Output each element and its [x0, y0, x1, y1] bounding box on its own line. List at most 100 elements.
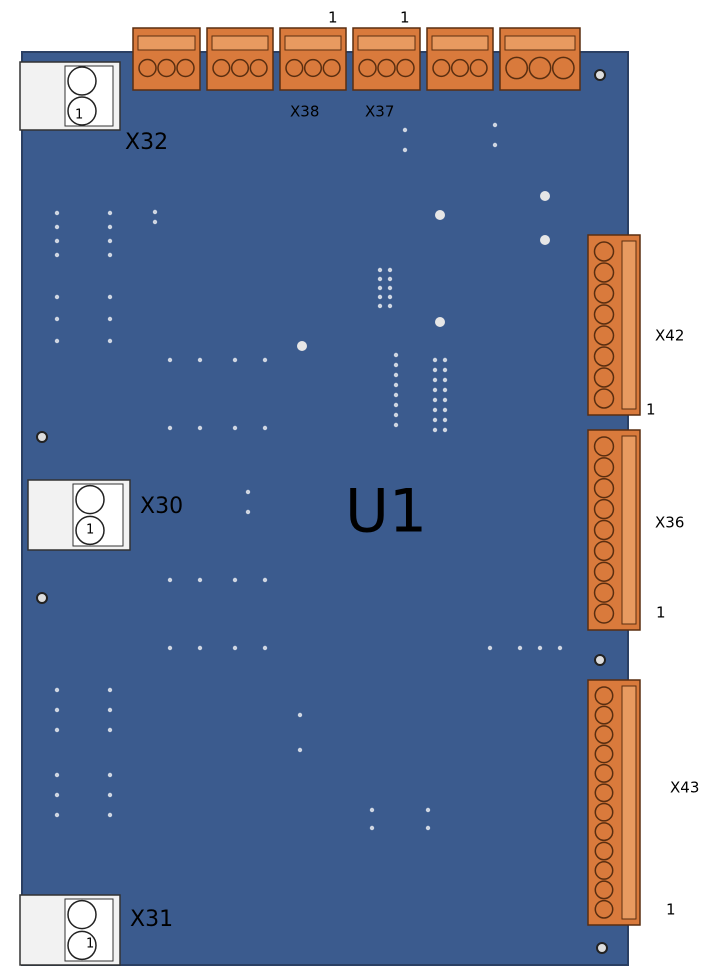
power-screw	[67, 96, 97, 126]
via	[107, 338, 113, 344]
via	[107, 687, 113, 693]
connector-label: X37	[365, 103, 394, 121]
via	[54, 707, 60, 713]
connector-label: X30	[140, 494, 183, 519]
terminal-screw	[594, 802, 614, 822]
terminal-screw	[432, 58, 451, 78]
pin1-label: 1	[646, 401, 656, 419]
via	[152, 219, 158, 225]
via	[107, 316, 113, 322]
via	[377, 294, 383, 300]
via	[54, 812, 60, 818]
via	[54, 210, 60, 216]
via	[387, 303, 393, 309]
terminal-screw	[593, 304, 615, 325]
via	[107, 252, 113, 258]
pad	[297, 341, 307, 351]
terminal-screw	[593, 540, 615, 562]
via	[442, 387, 448, 393]
pad	[435, 317, 445, 327]
via	[402, 127, 408, 133]
via	[393, 392, 399, 398]
terminal-screw	[594, 822, 614, 842]
via	[393, 362, 399, 368]
via	[197, 645, 203, 651]
via	[432, 397, 438, 403]
terminal-top	[284, 35, 342, 51]
terminal-screw	[157, 58, 176, 78]
pad	[540, 191, 550, 201]
via	[167, 577, 173, 583]
connector-label: X31	[130, 907, 173, 932]
terminal-screw	[594, 686, 614, 706]
via	[492, 142, 498, 148]
parts	[19, 27, 641, 966]
via	[197, 577, 203, 583]
terminal-screw	[593, 498, 615, 520]
pin1-label: 1	[75, 108, 83, 123]
via	[432, 377, 438, 383]
via	[432, 367, 438, 373]
via	[393, 352, 399, 358]
via	[54, 238, 60, 244]
via	[393, 372, 399, 378]
pin1-label: 1	[400, 9, 410, 27]
board-designator: U1	[345, 477, 427, 547]
terminal-screw	[594, 899, 614, 919]
via	[393, 422, 399, 428]
via	[432, 357, 438, 363]
via	[387, 285, 393, 291]
terminal-screw	[593, 478, 615, 499]
pin1-label: 1	[86, 937, 94, 952]
terminal-screw	[593, 436, 615, 457]
via	[262, 357, 268, 363]
terminal-screw	[594, 861, 614, 880]
via	[54, 224, 60, 230]
via	[442, 407, 448, 413]
via	[377, 267, 383, 273]
via	[442, 397, 448, 403]
via	[245, 509, 251, 515]
connector-label: X38	[290, 103, 319, 121]
via	[107, 238, 113, 244]
terminal-screw	[593, 603, 615, 624]
via	[425, 807, 431, 813]
via	[167, 357, 173, 363]
terminal-screw	[594, 705, 614, 725]
via	[167, 645, 173, 651]
pin1-label: 1	[86, 523, 94, 538]
terminal-screw	[593, 367, 615, 388]
terminal-screw	[212, 58, 231, 78]
via	[377, 285, 383, 291]
pad	[540, 235, 550, 245]
via	[432, 387, 438, 393]
terminal-screw	[505, 56, 529, 80]
terminal-screw	[176, 58, 195, 78]
via	[107, 812, 113, 818]
via	[152, 209, 158, 215]
terminal-screw	[249, 58, 268, 78]
via	[197, 357, 203, 363]
pin1-label: 1	[666, 901, 676, 919]
via	[232, 577, 238, 583]
terminal-screw	[593, 519, 615, 541]
power-screw	[75, 484, 105, 515]
terminal-screw	[303, 58, 323, 78]
via	[393, 402, 399, 408]
via	[54, 338, 60, 344]
terminal-screw	[594, 725, 614, 745]
power-screw	[67, 930, 97, 961]
via	[232, 425, 238, 431]
via	[393, 412, 399, 418]
terminal-side	[621, 240, 637, 410]
terminal-top	[357, 35, 416, 51]
terminal-screw	[285, 58, 304, 78]
terminal-screw	[594, 880, 614, 900]
via	[197, 425, 203, 431]
terminal-screw	[593, 325, 615, 346]
power-screw	[67, 66, 97, 96]
via	[517, 645, 523, 651]
terminal-screw	[230, 58, 250, 78]
terminal-screw	[593, 388, 615, 409]
